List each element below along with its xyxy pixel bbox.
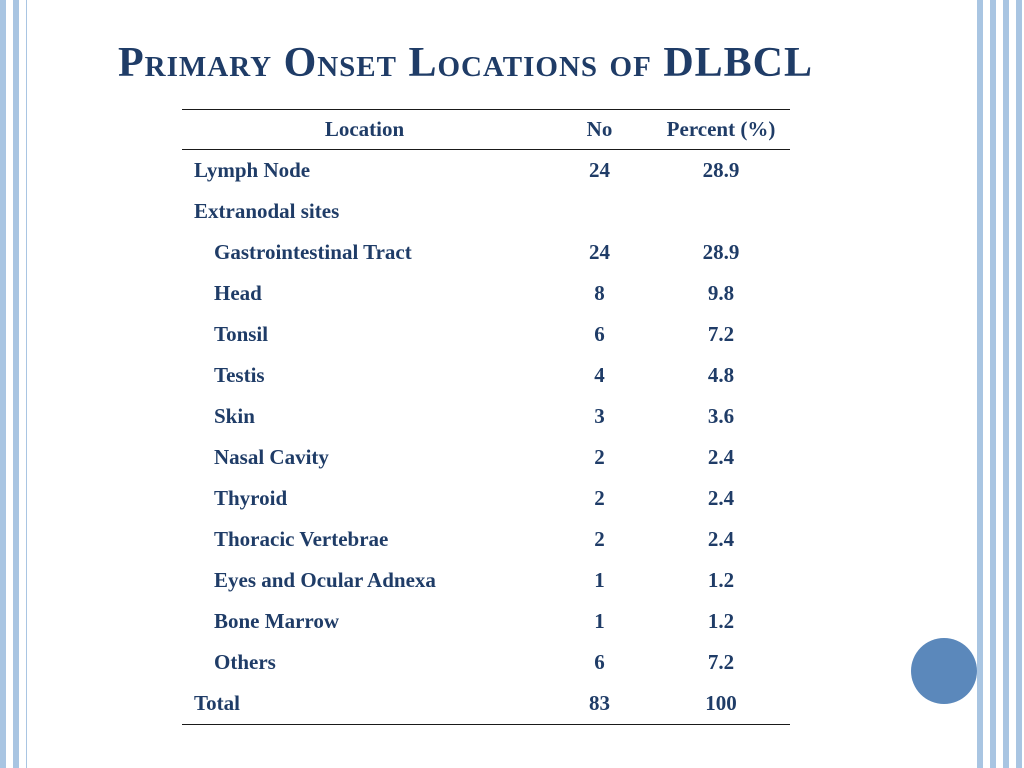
count-cell: 24	[589, 240, 610, 264]
table-row: Thyroid 2 2.4	[182, 478, 790, 519]
table-row: Skin 3 3.6	[182, 396, 790, 437]
count-cell	[547, 191, 652, 232]
percent-cell: 28.9	[702, 240, 740, 264]
count-cell: 8	[594, 281, 605, 305]
location-cell: Tonsil	[214, 322, 269, 346]
table-row: Testis 4 4.8	[182, 355, 790, 396]
location-cell: Nasal Cavity	[214, 445, 329, 469]
table-row: Others 6 7.2	[182, 642, 790, 683]
table-row: Gastrointestinal Tract 24 28.9	[182, 232, 790, 273]
percent-cell: 2.4	[707, 527, 735, 551]
percent-cell: 3.6	[707, 404, 735, 428]
count-cell: 6	[594, 322, 605, 346]
percent-cell: 7.2	[707, 650, 735, 674]
location-cell: Bone Marrow	[214, 609, 340, 633]
table-row: Lymph Node 24 28.9	[182, 150, 790, 192]
location-cell: Thyroid	[214, 486, 288, 510]
count-cell: 2	[594, 527, 605, 551]
location-column-header: Location	[182, 109, 547, 150]
left-border-stripes	[0, 0, 27, 768]
count-cell: 83	[547, 683, 652, 725]
location-cell: Thoracic Vertebrae	[214, 527, 389, 551]
percent-cell: 1.2	[707, 568, 735, 592]
decorative-circle	[911, 638, 977, 704]
percent-cell: 1.2	[707, 609, 735, 633]
location-cell: Gastrointestinal Tract	[214, 240, 412, 264]
percent-cell: 2.4	[707, 445, 735, 469]
table-row: Nasal Cavity 2 2.4	[182, 437, 790, 478]
percent-cell: 9.8	[707, 281, 735, 305]
percent-column-header: Percent (%)	[652, 109, 790, 150]
table-total-row: Total 83 100	[182, 683, 790, 725]
count-cell: 2	[594, 486, 605, 510]
location-cell: Eyes and Ocular Adnexa	[214, 568, 436, 592]
onset-locations-table: Location No Percent (%) Lymph Node 24 28…	[182, 109, 790, 725]
table-row: Bone Marrow 1 1.2	[182, 601, 790, 642]
table-row: Tonsil 6 7.2	[182, 314, 790, 355]
right-border-stripes	[977, 0, 1024, 768]
count-cell: 6	[594, 650, 605, 674]
table-row: Head 8 9.8	[182, 273, 790, 314]
percent-cell: 28.9	[702, 158, 740, 182]
table-row: Eyes and Ocular Adnexa 1 1.2	[182, 560, 790, 601]
slide-title: Primary Onset Locations of DLBCL	[118, 40, 814, 86]
count-cell: 24	[589, 158, 610, 182]
location-cell: Total	[182, 683, 547, 725]
table-row: Thoracic Vertebrae 2 2.4	[182, 519, 790, 560]
location-cell: Head	[214, 281, 262, 305]
location-cell: Extranodal sites	[194, 199, 340, 223]
table-row: Extranodal sites	[182, 191, 790, 232]
location-cell: Skin	[214, 404, 255, 428]
location-cell: Testis	[214, 363, 265, 387]
location-cell: Others	[214, 650, 276, 674]
count-cell: 3	[594, 404, 605, 428]
count-cell: 2	[594, 445, 605, 469]
count-cell: 1	[594, 609, 605, 633]
percent-cell: 2.4	[707, 486, 735, 510]
location-cell: Lymph Node	[194, 158, 311, 182]
percent-cell: 100	[652, 683, 790, 725]
percent-cell: 7.2	[707, 322, 735, 346]
no-column-header: No	[547, 109, 652, 150]
count-cell: 4	[594, 363, 605, 387]
count-cell: 1	[594, 568, 605, 592]
table-header-row: Location No Percent (%)	[182, 109, 790, 150]
percent-cell: 4.8	[707, 363, 735, 387]
percent-cell	[652, 191, 790, 232]
